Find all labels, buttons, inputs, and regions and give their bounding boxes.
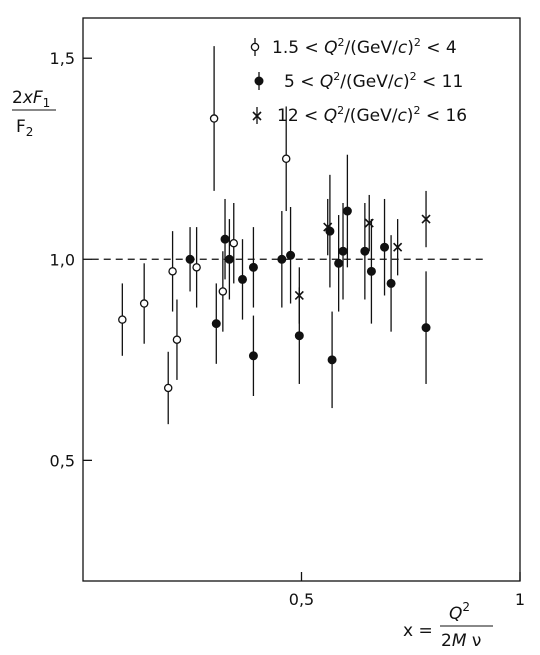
marker-cross-stroke <box>393 242 403 252</box>
marker-filled-circle <box>386 278 396 288</box>
marker-open-circle <box>118 315 127 324</box>
legend-marker-filled-circle <box>254 72 264 90</box>
marker-open-circle <box>163 383 173 393</box>
marker-filled-circle <box>248 262 258 272</box>
data-point-filled-circle <box>220 198 230 280</box>
series-filled-circle <box>185 154 431 409</box>
data-point-filled-circle <box>185 227 195 292</box>
marker-filled-circle <box>185 254 195 264</box>
legend: 1.5 < Q2/(GeV/c)2 < 4 5 < Q2/(GeV/c)2 < … <box>250 36 467 126</box>
marker-open-circle <box>168 267 177 276</box>
marker-filled-circle <box>421 323 431 333</box>
data-point-filled-circle <box>342 154 352 268</box>
marker-cross-stroke <box>323 222 333 232</box>
data-point-filled-circle <box>380 198 390 296</box>
y-axis-label: 2xF1 F2 <box>12 88 56 139</box>
data-point-open-circle <box>209 46 219 191</box>
data-point-open-circle <box>229 202 239 284</box>
marker-filled-circle <box>286 250 296 260</box>
marker-open-circle <box>218 287 228 296</box>
data-point-open-circle <box>139 263 149 344</box>
data-point-filled-circle <box>224 219 234 300</box>
legend-label-1: 1.5 < Q2/(GeV/c)2 < 4 <box>272 36 457 58</box>
x-axis-label-denominator: 2M ν <box>441 631 481 651</box>
marker-open-circle <box>192 263 201 272</box>
y-axis-label-denominator: F2 <box>16 117 33 139</box>
data-points <box>118 46 431 425</box>
marker-filled-circle <box>338 246 348 256</box>
x-axis-label-numerator: Q2 <box>449 600 470 624</box>
data-point-open-circle <box>163 351 173 425</box>
data-point-cross <box>294 267 304 324</box>
y-tick-label: 0,5 <box>50 451 75 470</box>
data-point-filled-circle <box>366 219 376 324</box>
data-point-filled-circle <box>338 202 348 300</box>
marker-filled-circle <box>366 266 376 276</box>
series-cross <box>294 190 431 324</box>
data-point-filled-circle <box>360 202 370 300</box>
marker-filled-circle <box>360 246 370 256</box>
data-point-filled-circle <box>286 207 296 304</box>
marker-open-circle <box>172 335 182 344</box>
data-point-open-circle <box>172 299 182 380</box>
marker-open-circle <box>139 299 149 308</box>
plot-frame <box>82 17 521 582</box>
legend-marker-cross <box>252 107 262 124</box>
data-point-cross <box>364 194 374 252</box>
marker-filled-circle <box>380 242 390 252</box>
x-axis-label-variable: x = <box>403 621 433 641</box>
data-point-cross <box>421 190 431 248</box>
series-open-circle <box>118 46 291 425</box>
data-point-open-circle <box>118 283 127 356</box>
marker-filled-circle <box>334 258 344 268</box>
data-point-open-circle <box>168 231 177 312</box>
marker-open-circle <box>281 154 291 163</box>
data-point-open-circle <box>192 227 201 308</box>
marker-cross-stroke <box>364 218 374 228</box>
legend-label-3: 12 < Q2/(GeV/c)2 < 16 <box>277 104 467 126</box>
x-tick-label: 0,5 <box>289 590 314 609</box>
marker-open-circle <box>209 114 219 123</box>
marker-open-circle <box>229 238 239 248</box>
data-point-filled-circle <box>327 311 337 409</box>
marker-filled-circle <box>327 355 337 365</box>
data-point-cross <box>393 219 403 276</box>
marker-cross-stroke <box>294 290 304 301</box>
marker-filled-circle <box>224 254 234 264</box>
x-axis-label: x = Q2 2M ν <box>403 600 493 651</box>
marker-filled-circle <box>294 331 304 341</box>
legend-marker-open-circle <box>250 38 260 56</box>
marker-filled-circle <box>248 351 258 361</box>
axes-ticks: 0,5 1,0 1,5 0,5 1 <box>50 49 526 609</box>
marker-cross-stroke <box>421 214 431 224</box>
data-point-filled-circle <box>211 283 221 364</box>
data-point-filled-circle <box>248 315 258 397</box>
marker-filled-circle <box>277 254 287 264</box>
marker-filled-circle <box>238 274 248 284</box>
marker-filled-circle <box>342 206 352 216</box>
data-point-open-circle <box>218 251 228 332</box>
y-axis-label-numerator: 2xF1 <box>12 88 50 110</box>
data-point-filled-circle <box>386 235 396 332</box>
data-point-filled-circle <box>248 227 258 308</box>
y-tick-label: 1,0 <box>50 250 75 269</box>
data-point-filled-circle <box>238 239 248 320</box>
y-tick-label: 1,5 <box>50 49 75 68</box>
data-point-open-circle <box>281 106 291 212</box>
data-point-filled-circle <box>421 271 431 384</box>
marker-filled-circle <box>211 319 221 329</box>
data-point-filled-circle <box>277 211 287 308</box>
marker-filled-circle <box>220 234 230 244</box>
data-point-cross <box>323 198 333 256</box>
data-point-filled-circle <box>334 215 344 312</box>
x-tick-label: 1 <box>515 590 525 609</box>
legend-label-2: 5 < Q2/(GeV/c)2 < 11 <box>284 70 463 92</box>
